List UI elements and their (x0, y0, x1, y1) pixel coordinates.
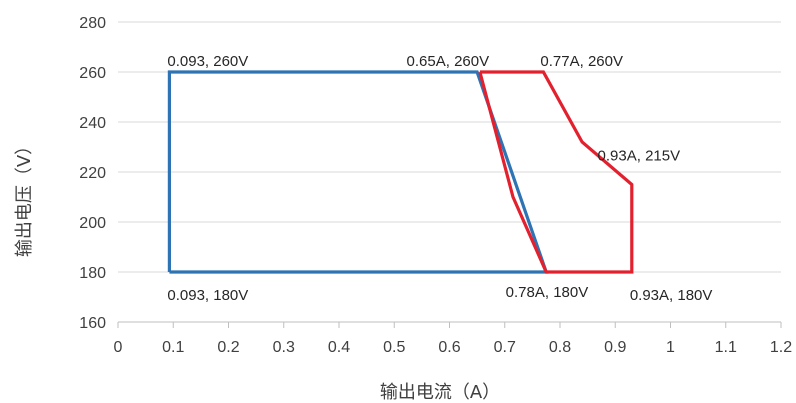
data-label: 0.093, 180V (167, 287, 248, 304)
data-label: 0.77A, 260V (540, 53, 623, 70)
data-label: 0.65A, 260V (407, 53, 490, 70)
series-layer (167, 70, 634, 274)
y-axis-title: 输出电压（V） (14, 137, 35, 257)
y-tick-label: 240 (79, 115, 106, 132)
y-tick-label: 280 (79, 15, 106, 32)
x-tick-label: 0.8 (549, 339, 571, 356)
x-tick-label: 1 (666, 339, 675, 356)
annotation-layer: 0.093, 260V 0.65A, 260V 0.77A, 260V 0.93A, … (167, 53, 712, 304)
x-tick-label: 0.2 (217, 339, 239, 356)
y-tick-label: 220 (79, 165, 106, 182)
series-line-1 (167, 70, 549, 274)
x-tick-label: 0.3 (273, 339, 295, 356)
data-label: 0.093, 260V (167, 53, 248, 70)
x-axis-title: 输出电流（A） (380, 382, 500, 403)
x-tick-label: 0 (114, 339, 123, 356)
y-tick-label: 180 (79, 265, 106, 282)
x-tick-label: 0.1 (162, 339, 184, 356)
x-tick-label: 0.7 (494, 339, 516, 356)
x-tick-label: 0.4 (328, 339, 350, 356)
axis-layer: 160 180 200 220 240 260 280 0 0.1 0.2 0.3 0.4 0.5 0.6… (79, 15, 792, 356)
x-tick-label: 0.9 (604, 339, 626, 356)
y-tick-label: 160 (79, 315, 106, 332)
data-label: 0.93A, 215V (598, 148, 681, 165)
data-label: 0.93A, 180V (630, 287, 713, 304)
x-tick-label: 1.2 (770, 339, 792, 356)
x-tick-label: 1.1 (715, 339, 737, 356)
series-line-2 (478, 70, 634, 274)
y-tick-label: 260 (79, 65, 106, 82)
x-tick-label: 0.6 (438, 339, 460, 356)
data-label: 0.78A, 180V (506, 284, 589, 301)
y-tick-label: 200 (79, 215, 106, 232)
x-tick-label: 0.5 (383, 339, 405, 356)
